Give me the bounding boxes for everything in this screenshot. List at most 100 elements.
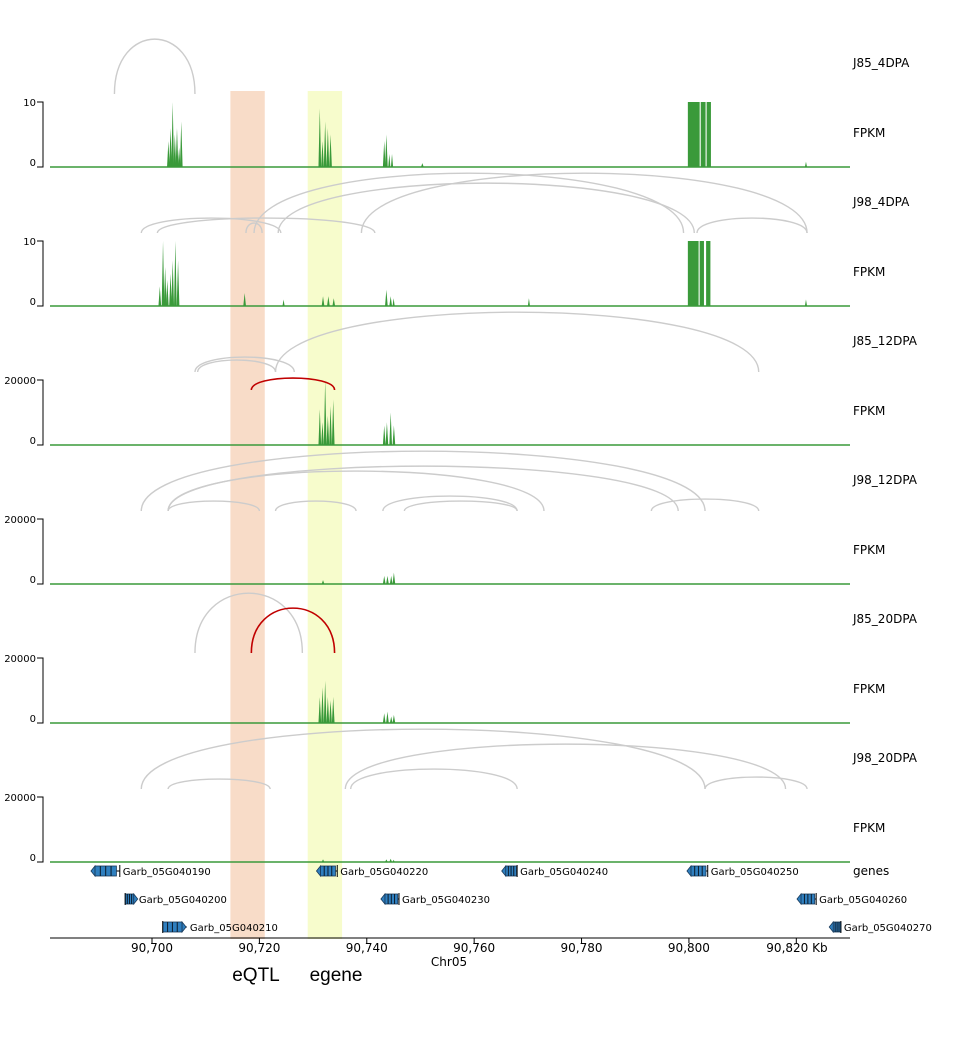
coverage-peak	[321, 141, 324, 167]
splice-junction-arc	[156, 217, 376, 234]
gene-strand-arrow	[90, 864, 96, 878]
coverage-peak	[388, 154, 391, 167]
y-tick-label-zero: 0	[30, 575, 36, 586]
track-sample-label: J98_20DPA	[852, 751, 918, 765]
gene-name-label: Garb_05G040250	[711, 867, 799, 878]
y-axis-line	[37, 240, 44, 307]
gene-strand-arrow	[686, 864, 692, 878]
coverage-peak	[173, 134, 177, 167]
coverage-peak	[331, 399, 335, 445]
coverage-peak	[321, 580, 325, 584]
coverage-peak	[382, 713, 386, 723]
y-tick-label-zero: 0	[30, 158, 36, 169]
y-tick-label-zero: 0	[30, 436, 36, 447]
coverage-peak	[177, 147, 181, 167]
coverage-peak	[327, 296, 330, 306]
gene-garb_05g040220: Garb_05G040220	[315, 864, 428, 878]
coverage-peak	[323, 380, 327, 445]
splice-junction-arc	[140, 728, 706, 790]
y-tick-label-zero: 0	[30, 714, 36, 725]
coverage-peak	[389, 412, 393, 445]
y-axis-line	[37, 657, 44, 724]
track-j98_4dpa: J98_4DPA FPKM 10 0	[23, 172, 910, 308]
gene-strand-arrow	[133, 892, 139, 906]
splice-junction-arc	[382, 495, 518, 512]
y-axis-line	[37, 796, 44, 863]
coverage-peak	[527, 298, 530, 306]
x-tick-label: 90,800	[668, 941, 710, 955]
coverage-peak	[318, 108, 322, 167]
splice-junction-arc	[140, 217, 282, 234]
y-tick-label-top: 20000	[4, 654, 36, 665]
track-ylabel: FPKM	[853, 821, 885, 835]
highlight-band-egene	[307, 91, 343, 939]
y-axis-line	[37, 518, 44, 585]
splice-junction-arc	[274, 311, 760, 373]
gene-name-label: Garb_05G040270	[844, 923, 932, 934]
coverage-peak	[329, 406, 332, 445]
coverage-peak	[392, 298, 395, 306]
coverage-peak	[243, 293, 246, 306]
x-tick-label: 90,760	[453, 941, 495, 955]
coverage-peak	[323, 680, 327, 723]
tracks-layer: J85_4DPA FPKM 10 0 J98_4DPA FPKM 10 0 J85_12DPA F…	[4, 38, 918, 864]
gene-strand-arrow	[796, 892, 802, 906]
highlight-label-eqtl: eQTL	[232, 965, 280, 986]
coverage-peak	[169, 273, 172, 306]
splice-junction-arc	[140, 450, 706, 512]
splice-junction-arc	[250, 607, 336, 654]
y-axis-line	[37, 379, 44, 446]
gene-garb_05g040240: Garb_05G040240	[501, 864, 608, 878]
gene-garb_05g040190: Garb_05G040190	[90, 864, 211, 878]
genes-track-label: genes	[853, 864, 889, 878]
coverage-peak	[386, 575, 389, 584]
y-tick-label-top: 20000	[4, 515, 36, 526]
coverage-peak	[804, 299, 808, 306]
coverage-peak	[382, 575, 386, 584]
coverage-peak	[392, 425, 396, 445]
track-j85_4dpa: J85_4DPA FPKM 10 0	[23, 38, 910, 169]
gene-garb_05g040200: Garb_05G040200	[124, 892, 227, 906]
coverage-peak	[175, 128, 179, 167]
gene-name-label: Garb_05G040230	[402, 895, 490, 906]
track-sample-label: J85_12DPA	[852, 334, 918, 348]
coverage-peak	[321, 296, 325, 306]
splice-junction-arc	[696, 217, 808, 234]
y-tick-label-zero: 0	[30, 297, 36, 308]
track-sample-label: J98_12DPA	[852, 473, 918, 487]
coverage-peak	[321, 422, 324, 445]
coverage-block	[699, 241, 704, 306]
x-tick-label: 90,720	[238, 941, 280, 955]
coverage-block	[687, 102, 700, 167]
coverage-peak	[163, 267, 167, 306]
gene-strand-arrow	[181, 920, 187, 934]
coverage-block	[706, 241, 711, 306]
track-j85_12dpa: J85_12DPA FPKM 20000 0	[4, 311, 918, 447]
genes-layer: genes Garb_05G040190 Garb_05G040200 Garb_05…	[90, 864, 932, 934]
y-axis-line	[37, 101, 44, 168]
y-tick-label-top: 10	[23, 237, 36, 248]
coverage-peak	[382, 141, 386, 167]
splice-junction-arc	[113, 38, 196, 95]
splice-junction-arc	[650, 498, 760, 512]
splice-junction-arc	[196, 359, 277, 373]
coverage-peak	[171, 102, 175, 167]
gene-garb_05g040260: Garb_05G040260	[796, 892, 907, 906]
splice-junction-arc	[250, 377, 336, 391]
splice-junction-arc	[194, 356, 295, 373]
highlight-layer	[230, 91, 343, 939]
coverage-peak	[382, 425, 386, 445]
coverage-peak	[385, 422, 389, 445]
coverage-peak	[385, 134, 388, 167]
coverage-peak	[176, 260, 180, 306]
track-sample-label: J98_4DPA	[852, 195, 910, 209]
coverage-peak	[326, 128, 330, 167]
coverage-peak	[282, 299, 285, 306]
gene-name-label: Garb_05G040200	[139, 895, 227, 906]
track-ylabel: FPKM	[853, 543, 885, 557]
splice-junction-arc	[344, 743, 787, 790]
coverage-peak	[389, 575, 393, 584]
gene-garb_05g040250: Garb_05G040250	[686, 864, 799, 878]
coverage-block	[700, 102, 706, 167]
